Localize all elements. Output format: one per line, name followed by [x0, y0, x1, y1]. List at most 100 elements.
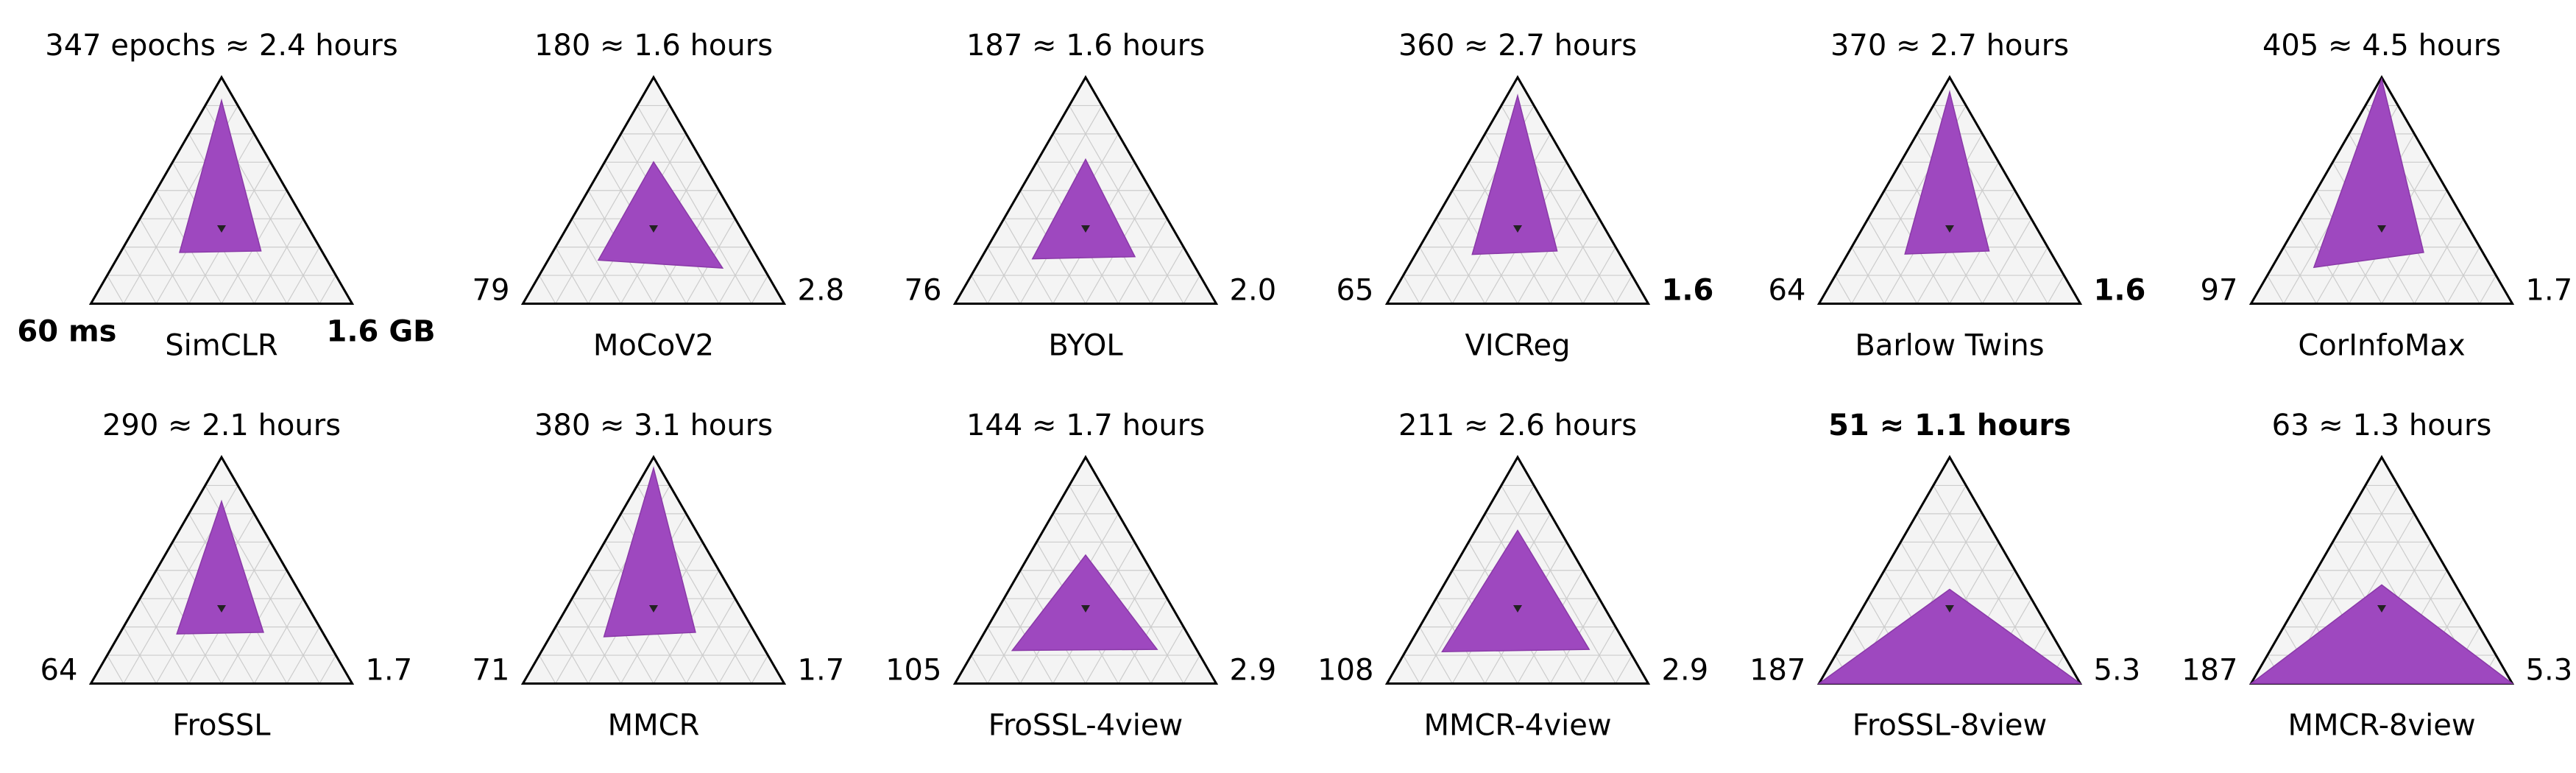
grid-line: [2413, 218, 2464, 304]
grid-line: [1069, 105, 1184, 304]
data-polygon: [1471, 93, 1558, 255]
top-value-label: 180 ≈ 1.6 hours: [534, 29, 773, 63]
grid-line: [1069, 485, 1184, 684]
right-value-label: 5.3: [2094, 654, 2141, 688]
grid-line: [286, 247, 320, 304]
center-marker: [1513, 605, 1522, 613]
grid-line: [1183, 654, 1200, 684]
grid-line: [539, 654, 556, 684]
triangle-outline: [952, 74, 1219, 305]
grid-line: [1403, 275, 1420, 304]
grid-line: [685, 598, 736, 684]
top-value-label: 347 epochs ≈ 2.4 hours: [45, 29, 397, 63]
left-value-label: 79: [473, 274, 510, 308]
radar-panel-frossl-4view: 144 ≈ 1.7 hours 105 2.9 FroSSL-4view: [885, 409, 1276, 743]
left-value-label: 108: [1317, 654, 1373, 688]
grid-line: [139, 598, 190, 684]
top-value-label: 370 ≈ 2.7 hours: [1830, 29, 2069, 63]
center-marker: [217, 605, 226, 613]
left-value-label: 64: [40, 654, 78, 688]
left-value-label: 65: [1337, 274, 1374, 308]
right-value-label: 2.9: [1230, 654, 1277, 688]
radar-panel-byol: 187 ≈ 1.6 hours 76 2.0 BYOL: [905, 29, 1277, 363]
top-value-label: 380 ≈ 3.1 hours: [534, 409, 773, 442]
data-polygon: [1817, 588, 2082, 685]
method-name: MMCR-8view: [2287, 709, 2475, 743]
triangle-outline: [1384, 454, 1651, 685]
grid-line: [1117, 218, 1168, 304]
grid-line: [123, 626, 157, 684]
grid-line: [539, 275, 556, 304]
radar-panel-frossl: 290 ≈ 2.1 hours 64 1.7 FroSSL: [40, 409, 413, 743]
top-value-label: 360 ≈ 2.7 hours: [1398, 29, 1637, 63]
left-value-label: 187: [1749, 654, 1805, 688]
grid-line: [637, 105, 752, 304]
method-name: Barlow Twins: [1855, 329, 2044, 363]
data-polygon: [179, 98, 262, 253]
grid-line: [718, 626, 752, 684]
triangle-outline: [1816, 74, 2083, 305]
left-value-label: 187: [2182, 654, 2237, 688]
triangle-outline: [2248, 74, 2515, 305]
center-marker: [1513, 225, 1522, 233]
method-name: MMCR-4view: [1423, 709, 1611, 743]
top-value-label: 211 ≈ 2.6 hours: [1398, 409, 1637, 442]
top-value-label: 405 ≈ 4.5 hours: [2262, 29, 2501, 63]
grid-line: [1183, 275, 1200, 304]
grid-line: [1403, 654, 1420, 684]
grid-line: [751, 275, 768, 304]
data-polygon: [1904, 90, 1990, 255]
right-value-label: 1.7: [2526, 274, 2573, 308]
method-name: MMCR: [608, 709, 700, 743]
left-value-label: 71: [473, 654, 510, 688]
radar-panel-mmcr-4view: 211 ≈ 2.6 hours 108 2.9 MMCR-4view: [1317, 409, 1708, 743]
grid-line: [319, 275, 336, 304]
right-value-label: 5.3: [2526, 654, 2573, 688]
grid-line: [555, 247, 589, 304]
grid-line: [286, 626, 320, 684]
method-name: CorInfoMax: [2298, 329, 2465, 363]
grid-line: [987, 247, 1021, 304]
data-polygon: [1031, 158, 1136, 260]
method-name: FroSSL-4view: [988, 709, 1183, 743]
grid-line: [555, 105, 670, 304]
grid-line: [139, 218, 190, 304]
method-name: SimCLR: [165, 329, 277, 363]
top-value-label: 187 ≈ 1.6 hours: [966, 29, 1205, 63]
right-value-label: 2.0: [1230, 274, 1277, 308]
right-value-label: 1.6 GB: [327, 315, 436, 349]
grid-line: [1582, 247, 1616, 304]
center-marker: [1945, 605, 1954, 613]
grid-line: [971, 275, 988, 304]
radar-panel-simclr: 347 epochs ≈ 2.4 hours 60 ms 1.6 GB SimCLR: [17, 29, 435, 363]
grid-line: [2014, 247, 2048, 304]
grid-line: [253, 218, 304, 304]
grid-line: [2267, 275, 2285, 304]
radar-panel-corinfomax: 405 ≈ 4.5 hours 97 1.7 CorInfoMax: [2201, 29, 2573, 363]
method-name: FroSSL-8view: [1853, 709, 2048, 743]
left-value-label: 64: [1769, 274, 1806, 308]
method-name: VICReg: [1465, 329, 1570, 363]
center-marker: [217, 225, 226, 233]
grid-line: [1150, 247, 1184, 304]
right-value-label: 1.6: [2094, 274, 2146, 308]
grid-line: [253, 598, 304, 684]
grid-line: [1501, 485, 1616, 684]
method-name: BYOL: [1048, 329, 1123, 363]
grid-line: [1981, 218, 2032, 304]
center-marker: [1945, 225, 1954, 233]
right-value-label: 1.7: [798, 654, 845, 688]
grid-line: [1419, 626, 1453, 684]
data-polygon: [1011, 554, 1158, 652]
grid-line: [971, 654, 988, 684]
triangle-outline: [88, 75, 355, 305]
grid-line: [718, 247, 752, 304]
grid-line: [1549, 218, 1600, 304]
left-value-label: 105: [885, 654, 941, 688]
grid-line: [1003, 218, 1054, 304]
radar-panel-mmcr: 380 ≈ 3.1 hours 71 1.7 MMCR: [473, 409, 845, 743]
top-value-label: 144 ≈ 1.7 hours: [966, 409, 1205, 442]
grid-line: [1435, 218, 1486, 304]
grid-line: [1835, 275, 1853, 304]
center-marker: [649, 225, 658, 233]
